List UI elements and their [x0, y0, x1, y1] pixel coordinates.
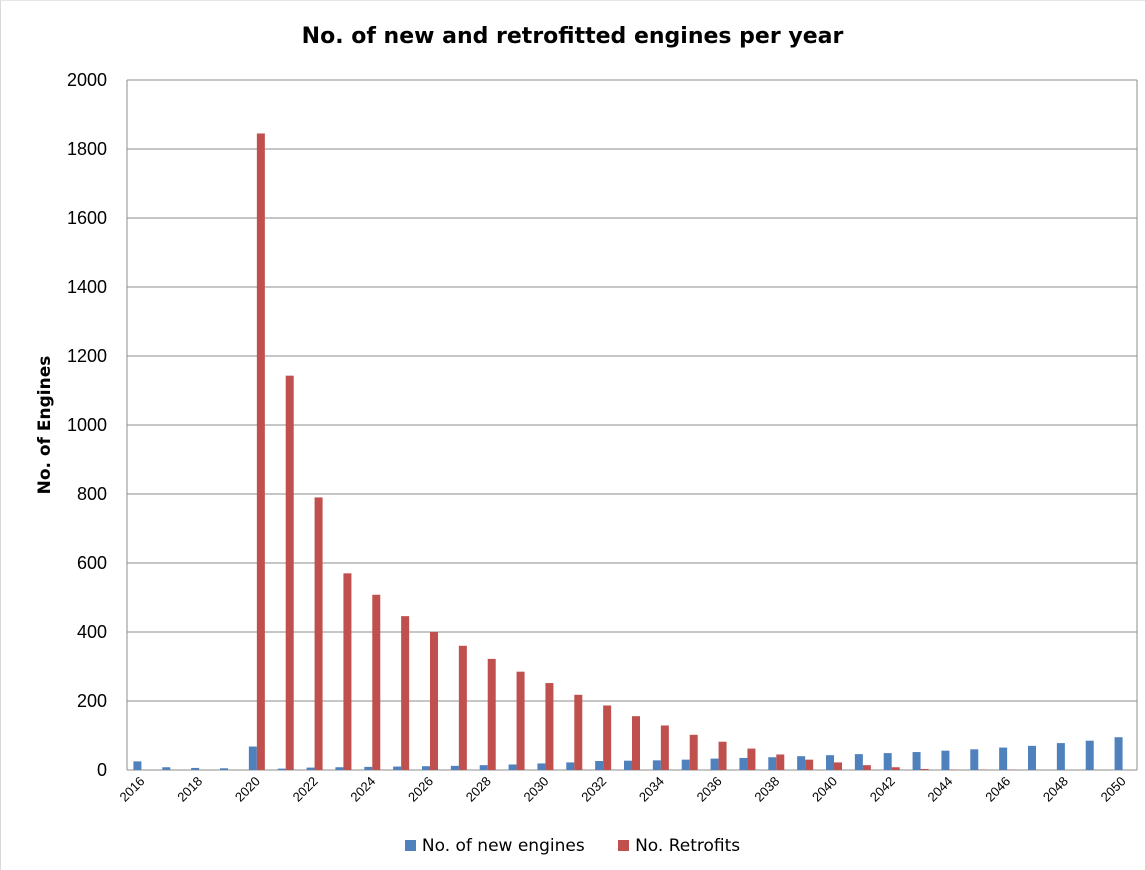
x-tick-label: 2020: [232, 774, 263, 805]
x-tick-label: 2046: [982, 774, 1013, 805]
bar-new-engines-2016: [133, 761, 142, 770]
bar-new-engines-2040: [826, 755, 834, 770]
bar-retrofits-2027: [458, 645, 467, 770]
x-tick-label: 2038: [751, 774, 782, 805]
bar-retrofits-2039: [805, 759, 814, 770]
bar-new-engines-2025: [393, 766, 402, 770]
bar-new-engines-2044: [941, 750, 950, 770]
x-tick-label: 2028: [463, 774, 494, 805]
bar-retrofits-2030: [545, 683, 554, 770]
bar-new-engines-2041: [854, 754, 863, 770]
bar-new-engines-2038: [768, 757, 777, 770]
bar-new-engines-2020: [248, 746, 257, 770]
bar-new-engines-2047: [1028, 745, 1036, 770]
bar-retrofits-2037: [747, 748, 756, 770]
bar-new-engines-2037: [739, 757, 748, 770]
bar-new-engines-2022: [306, 767, 315, 770]
y-tick-label: 1200: [67, 346, 107, 366]
bar-retrofits-2028: [487, 658, 496, 770]
legend-item-retrofits: No. Retrofits: [618, 836, 740, 856]
y-tick-label: 400: [77, 622, 107, 642]
x-tick-label: 2018: [174, 774, 205, 805]
legend-label-new-engines: No. of new engines: [421, 836, 585, 856]
bar-retrofits-2023: [343, 573, 352, 770]
bar-new-engines-2033: [624, 760, 632, 770]
x-tick-label: 2048: [1040, 774, 1071, 805]
legend-swatch-retrofits: [618, 840, 630, 851]
bar-retrofits-2024: [372, 594, 381, 770]
legend-item-new-engines: No. of new engines: [404, 836, 585, 856]
bar-new-engines-2035: [681, 759, 690, 770]
bar-new-engines-2029: [508, 764, 517, 770]
x-tick-label: 2016: [116, 774, 147, 805]
x-tick-label: 2036: [694, 774, 725, 805]
bar-new-engines-2048: [1056, 743, 1065, 770]
chart-title: No. of new and retrofitted engines per y…: [301, 24, 844, 49]
bar-retrofits-2033: [632, 716, 640, 770]
bar-retrofits-2020: [256, 133, 265, 771]
bar-retrofits-2026: [430, 632, 438, 770]
y-axis-label: No. of Engines: [35, 356, 55, 495]
x-tick-label: 2044: [924, 774, 955, 805]
y-tick-label: 600: [77, 553, 107, 573]
y-tick-label: 1600: [67, 208, 107, 228]
y-tick-label: 0: [97, 760, 107, 780]
legend-swatch-new-engines: [404, 840, 416, 851]
y-tick-label: 1000: [67, 415, 107, 435]
x-tick-label: 2022: [290, 774, 321, 805]
bar-retrofits-2038: [776, 754, 785, 770]
x-tick-label: 2024: [347, 774, 378, 805]
bar-retrofits-2031: [574, 694, 583, 770]
bar-new-engines-2039: [797, 756, 806, 770]
bar-retrofits-2040: [834, 762, 842, 770]
bar-new-engines-2036: [710, 758, 719, 770]
bar-new-engines-2042: [883, 753, 892, 770]
bar-new-engines-2043: [912, 752, 921, 770]
bar-retrofits-2032: [603, 705, 612, 770]
y-tick-label: 1800: [67, 139, 107, 159]
bar-new-engines-2046: [999, 747, 1008, 770]
bar-retrofits-2034: [660, 725, 669, 770]
bar-retrofits-2022: [314, 497, 323, 770]
y-tick-label: 2000: [67, 70, 107, 90]
x-tick-label: 2030: [520, 774, 551, 805]
bar-new-engines-2023: [335, 767, 344, 770]
bar-retrofits-2042: [891, 767, 900, 770]
chart-legend: No. of new engines No. Retrofits: [0, 836, 1145, 856]
x-tick-label: 2026: [405, 774, 436, 805]
bar-retrofits-2021: [285, 375, 294, 770]
bar-retrofits-2041: [862, 765, 871, 770]
bar-new-engines-2045: [970, 749, 979, 770]
bar-retrofits-2035: [689, 734, 698, 770]
legend-label-retrofits: No. Retrofits: [635, 836, 741, 856]
bar-new-engines-2021: [277, 768, 286, 770]
y-tick-label: 200: [77, 691, 107, 711]
y-tick-label: 800: [77, 484, 107, 504]
bar-retrofits-2036: [718, 741, 727, 770]
bar-new-engines-2031: [566, 762, 575, 770]
bar-retrofits-2043: [920, 768, 929, 770]
bar-new-engines-2049: [1085, 740, 1094, 770]
bar-new-engines-2034: [652, 760, 661, 770]
bar-new-engines-2050: [1114, 737, 1123, 770]
x-tick-label: 2042: [867, 774, 898, 805]
bar-retrofits-2029: [516, 671, 525, 770]
bar-new-engines-2032: [595, 761, 604, 770]
x-tick-label: 2040: [809, 774, 840, 805]
bar-new-engines-2027: [450, 765, 459, 770]
bar-new-engines-2028: [479, 765, 488, 770]
bar-new-engines-2017: [162, 767, 171, 770]
bar-new-engines-2030: [537, 763, 546, 770]
bar-new-engines-2018: [191, 767, 200, 770]
x-tick-label: 2034: [636, 774, 667, 805]
bar-new-engines-2019: [220, 768, 228, 770]
y-tick-label: 1400: [67, 277, 107, 297]
x-tick-label: 2050: [1098, 774, 1129, 805]
x-tick-label: 2032: [578, 774, 609, 805]
bar-retrofits-2025: [401, 616, 410, 770]
bar-new-engines-2024: [364, 766, 373, 770]
bar-new-engines-2026: [422, 766, 430, 770]
